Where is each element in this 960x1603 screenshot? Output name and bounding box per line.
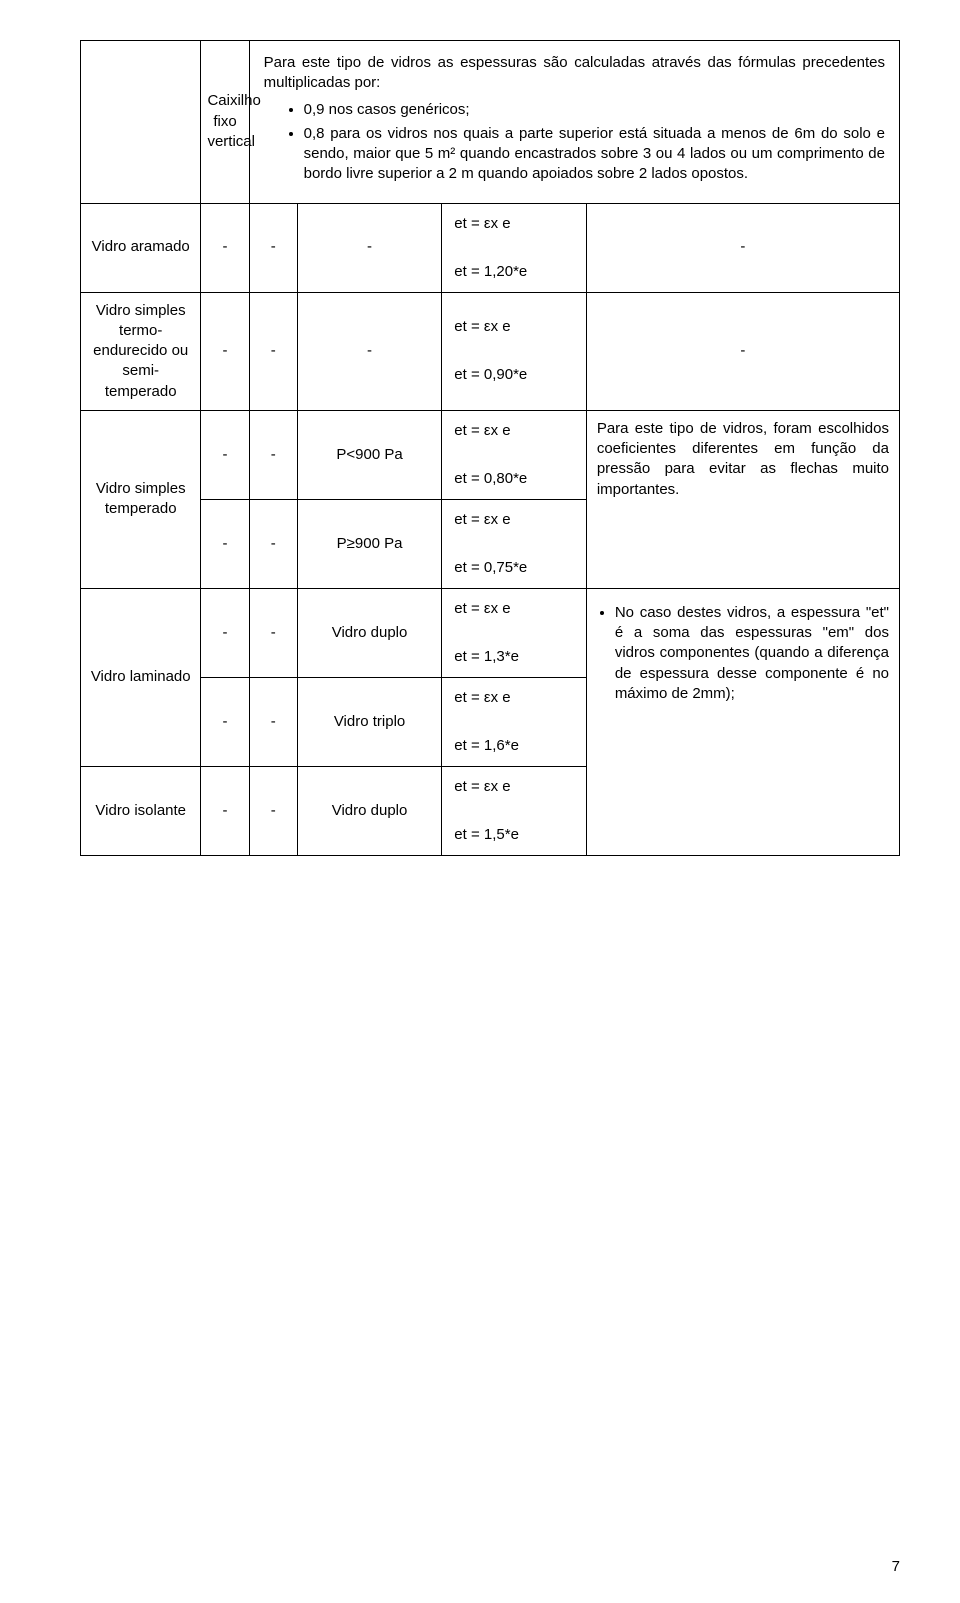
cell: - — [249, 766, 297, 855]
note-cell: - — [586, 203, 899, 292]
formula-cell: et = εx eet = 0,75*e — [442, 499, 587, 588]
table-row: Vidro simples termo-endurecido ou semi-t… — [81, 292, 900, 410]
cell: - — [249, 677, 297, 766]
table-row: Vidro simples temperado - - P<900 Pa et … — [81, 410, 900, 499]
cell: - — [297, 203, 442, 292]
intro-lead: Para este tipo de vidros as espessuras s… — [264, 53, 885, 94]
formula-cell: et = εx eet = 1,6*e — [442, 677, 587, 766]
table-row: Vidro aramado - - - et = εx eet = 1,20*e… — [81, 203, 900, 292]
cell: - — [201, 292, 249, 410]
table-row: Caixilho fixo vertical Para este tipo de… — [81, 41, 900, 204]
cell: - — [201, 499, 249, 588]
row-label: Vidro laminado — [81, 588, 201, 766]
formula-cell: et = εx eet = 0,80*e — [442, 410, 587, 499]
formula-cell: et = εx eet = 0,90*e — [442, 292, 587, 410]
row-label: Vidro simples termo-endurecido ou semi-t… — [81, 292, 201, 410]
formula-cell: et = εx eet = 1,20*e — [442, 203, 587, 292]
cell: Vidro duplo — [297, 588, 442, 677]
cell: - — [249, 292, 297, 410]
cell: - — [201, 766, 249, 855]
cell: P<900 Pa — [297, 410, 442, 499]
row-label: Vidro aramado — [81, 203, 201, 292]
note-cell: - — [586, 292, 899, 410]
row-label: Vidro simples temperado — [81, 410, 201, 588]
cell: - — [249, 588, 297, 677]
cell: - — [201, 410, 249, 499]
note-bullet: No caso destes vidros, a espessura "et" … — [615, 603, 889, 704]
cell: - — [249, 410, 297, 499]
intro-bullet: 0,8 para os vidros nos quais a parte sup… — [304, 124, 885, 185]
cell: Vidro triplo — [297, 677, 442, 766]
formula-cell: et = εx eet = 1,3*e — [442, 588, 587, 677]
cell: - — [201, 203, 249, 292]
table-row: Vidro laminado - - Vidro duplo et = εx e… — [81, 588, 900, 677]
row-label — [81, 41, 201, 204]
cell: - — [249, 203, 297, 292]
cell: - — [249, 499, 297, 588]
thickness-table: Caixilho fixo vertical Para este tipo de… — [80, 40, 900, 856]
cell: - — [201, 677, 249, 766]
row-label: Vidro isolante — [81, 766, 201, 855]
intro-bullet: 0,9 nos casos genéricos; — [304, 100, 885, 120]
note-cell: No caso destes vidros, a espessura "et" … — [586, 588, 899, 855]
cell: Vidro duplo — [297, 766, 442, 855]
cell: P≥900 Pa — [297, 499, 442, 588]
intro-text: Para este tipo de vidros as espessuras s… — [249, 41, 899, 204]
col-caixilho: Caixilho fixo vertical — [201, 41, 249, 204]
note-cell: Para este tipo de vidros, foram escolhid… — [586, 410, 899, 588]
cell: - — [201, 588, 249, 677]
formula-cell: et = εx eet = 1,5*e — [442, 766, 587, 855]
page-number: 7 — [892, 1558, 900, 1575]
cell: - — [297, 292, 442, 410]
